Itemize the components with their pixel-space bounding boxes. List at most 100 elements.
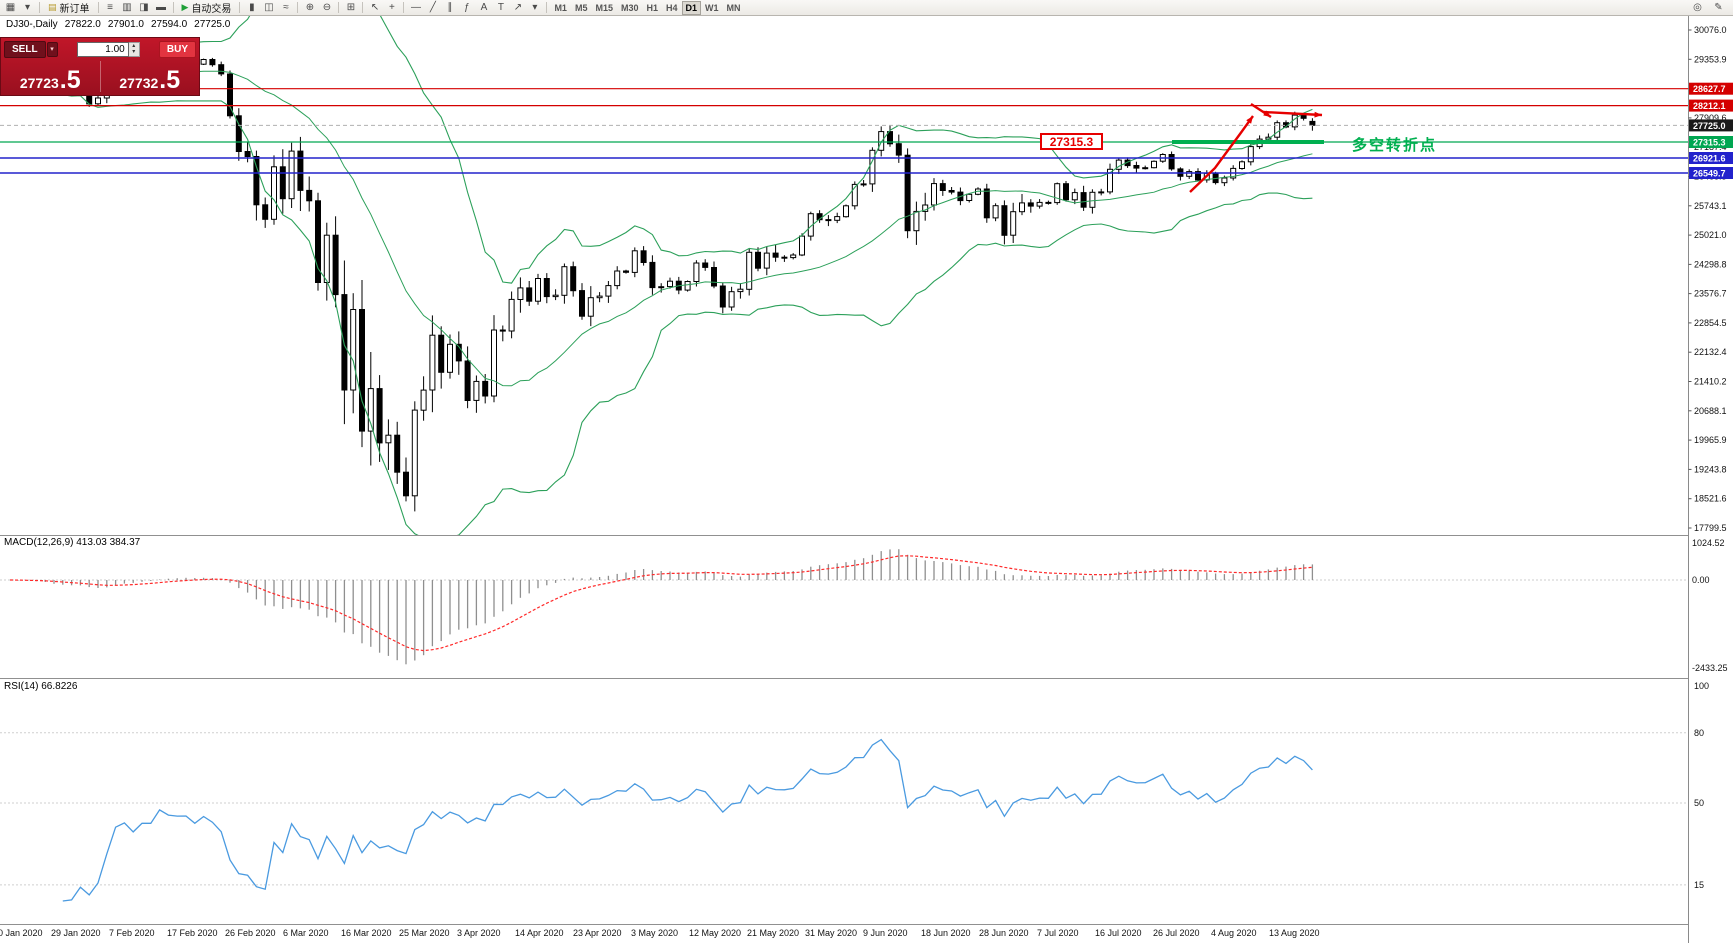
price-tick-label: 27909.6 — [1694, 113, 1727, 123]
auto-trading-button[interactable]: ▶ 自动交易 — [178, 1, 236, 15]
trend-arrow-line[interactable] — [1189, 115, 1254, 193]
price-axis[interactable]: 30076.029353.928631.727909.627187.426465… — [1688, 16, 1733, 943]
rsi-scale-label: 80 — [1694, 728, 1704, 738]
crosshair-icon[interactable]: + — [389, 2, 395, 13]
price-tick-label: 22132.4 — [1694, 347, 1727, 357]
candle-body — [948, 190, 955, 193]
candle-body — [1045, 201, 1052, 204]
candle-body — [711, 267, 717, 287]
main-toolbar: ▦ ▾ ▤ 新订单 ≡ ▥ ◨ ▬ ▶ 自动交易 ▮ ◫ ≈ ⊕ ⊖ ⊞ ↖ + ― ╱ ∥ ƒ A T ↗ ▾ M1 M5 M15 M3… — [0, 0, 1733, 16]
new-chart-icon[interactable]: ▦ — [5, 2, 16, 13]
candle-body — [482, 380, 489, 397]
auto-trading-button-icon: ▶ — [181, 2, 189, 12]
horizontal-line-icon[interactable]: ― — [410, 2, 421, 13]
timeframe-button-m5[interactable]: M5 — [574, 2, 588, 13]
sell-options-dropdown[interactable]: ▾ — [46, 41, 58, 57]
candle-body — [420, 389, 427, 411]
timeframe-button-w1[interactable]: W1 — [705, 2, 719, 13]
time-axis[interactable]: 20 Jan 2020 29 Jan 2020 7 Feb 2020 17 Feb 2… — [0, 928, 1320, 938]
cursor-icon[interactable]: ↖ — [370, 2, 380, 13]
buy-price-button[interactable]: 27732 .5 — [101, 58, 200, 95]
candle-body — [1054, 183, 1061, 204]
macd-signal-line — [9, 555, 1313, 652]
trend-arrow-line[interactable] — [1262, 110, 1323, 117]
candle-body — [623, 270, 629, 273]
timeframe-button-h4[interactable]: H4 — [666, 2, 678, 13]
candle-body — [244, 151, 251, 157]
volume-decrease-button[interactable]: ▾ — [132, 49, 136, 55]
timeframe-button-m30[interactable]: M30 — [620, 2, 639, 13]
price-badge: 27315.3 — [1689, 136, 1733, 148]
buy-price-main: 27732 — [119, 74, 159, 91]
price-tick-label: 19243.8 — [1694, 464, 1727, 474]
date-label: 16 Mar 2020 — [341, 928, 392, 938]
sell-price-button[interactable]: 27723 .5 — [1, 58, 100, 95]
zoom-in-icon[interactable]: ⊕ — [305, 2, 315, 13]
terminal-icon[interactable]: ▬ — [156, 2, 167, 13]
shapes-dropdown-icon[interactable]: ▾ — [532, 2, 538, 13]
timeframe-button-h1[interactable]: H1 — [646, 2, 659, 13]
candle-body — [367, 388, 374, 432]
candle-body — [526, 287, 533, 302]
timeframe-button-m15[interactable]: M15 — [595, 2, 613, 13]
sell-button[interactable]: SELL — [4, 40, 46, 58]
candle-body — [288, 150, 295, 200]
macd-pane — [0, 549, 1688, 665]
volume-input[interactable] — [76, 41, 129, 57]
horizontal-price-lines — [0, 88, 1688, 174]
draw-icon[interactable]: ✎ — [1714, 2, 1723, 13]
macd-indicator-label: MACD(12,26,9) 413.03 384.37 — [4, 537, 141, 548]
timeframe-button-d1[interactable]: D1 — [681, 0, 702, 15]
timeframe-button-m1[interactable]: M1 — [554, 2, 567, 13]
search-icon[interactable]: ◎ — [1693, 2, 1702, 13]
price-badge: 26921.6 — [1689, 152, 1733, 164]
ohlc-high-value: 27901.0 — [107, 19, 144, 30]
pivot-price-annotation[interactable]: 27315.3 — [1040, 133, 1103, 150]
channel-icon[interactable]: ∥ — [447, 2, 453, 13]
bar-chart-icon[interactable]: ▮ — [249, 2, 255, 13]
candle-body — [1071, 192, 1078, 201]
macd-scale-label: -2433.25 — [1692, 663, 1728, 673]
candle-body — [1239, 161, 1245, 170]
candle-body — [640, 250, 647, 264]
tile-windows-icon[interactable]: ⊞ — [346, 2, 356, 13]
candlestick-chart-icon[interactable]: ◫ — [264, 2, 274, 13]
market-watch-icon[interactable]: ≡ — [107, 2, 113, 13]
volume-increase-button[interactable]: ▴ — [132, 42, 136, 49]
zoom-out-icon[interactable]: ⊖ — [322, 2, 332, 13]
buy-button[interactable]: BUY — [158, 40, 196, 58]
rsi-scale-label: 50 — [1694, 798, 1704, 808]
candle-body — [552, 294, 559, 298]
trade-controls-row: SELL ▾ ▴ ▾ BUY — [1, 38, 199, 58]
date-label: 31 May 2020 — [805, 928, 857, 938]
price-badge: 28212.1 — [1689, 99, 1733, 112]
candle-body — [843, 205, 849, 218]
price-tick-label: 29353.9 — [1694, 54, 1727, 64]
navigator-icon[interactable]: ◨ — [139, 2, 149, 13]
candle-body — [271, 166, 277, 220]
candle-body — [1133, 165, 1140, 169]
date-label: 29 Jan 2020 — [51, 928, 101, 938]
date-label: 17 Feb 2020 — [167, 928, 218, 938]
timeframe-button-mn[interactable]: MN — [726, 2, 741, 13]
date-label: 4 Aug 2020 — [1211, 928, 1257, 938]
new-order-button[interactable]: ▤ 新订单 — [44, 1, 94, 15]
trendline-icon[interactable]: ╱ — [429, 2, 436, 13]
price-tick-label: 24298.8 — [1694, 259, 1727, 269]
data-window-icon[interactable]: ▥ — [122, 2, 132, 13]
candle-body — [1098, 191, 1105, 194]
new-order-button-icon: ▤ — [48, 2, 57, 12]
price-tick-label: 17799.5 — [1694, 523, 1727, 533]
candle-body — [1027, 202, 1034, 207]
fibonacci-icon[interactable]: ƒ — [464, 2, 470, 13]
label-tool-icon[interactable]: T — [497, 2, 504, 13]
line-chart-icon[interactable]: ≈ — [283, 2, 289, 13]
price-tick-label: 23576.7 — [1694, 289, 1727, 299]
text-tool-icon[interactable]: A — [480, 2, 488, 13]
chart-profiles-icon[interactable]: ▾ — [24, 2, 31, 13]
date-label: 26 Feb 2020 — [225, 928, 276, 938]
rsi-scale-label: 15 — [1694, 880, 1704, 890]
rsi-indicator-label: RSI(14) 66.8226 — [4, 681, 78, 692]
arrows-tool-icon[interactable]: ↗ — [513, 2, 523, 13]
